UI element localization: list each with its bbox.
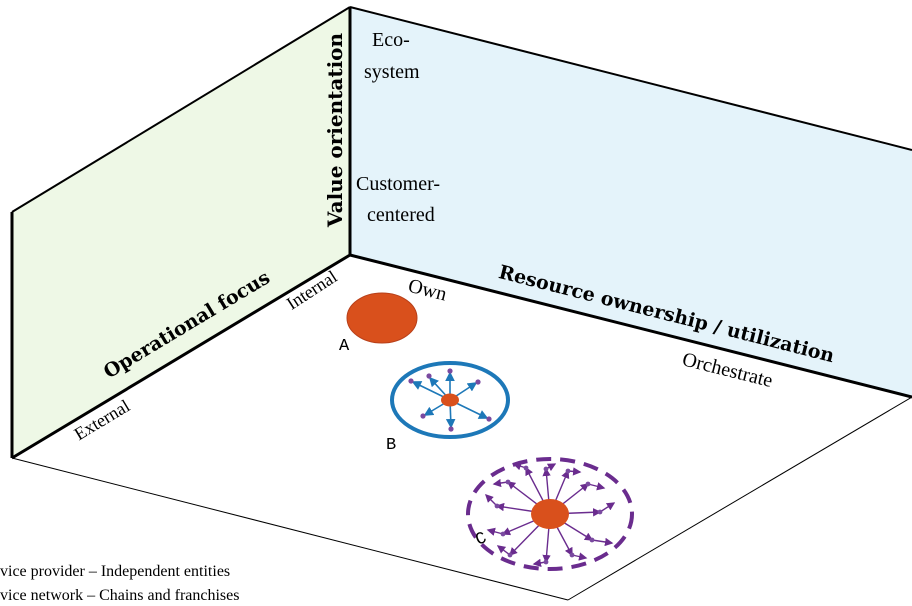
model-c-nodes — [494, 465, 603, 565]
model-c-dashed-ring — [466, 457, 634, 571]
cube-edges — [10, 6, 912, 601]
resource-ownership-axis-line — [349, 253, 912, 399]
operational-focus-axis-line — [11, 253, 351, 460]
ecosystem-label: Eco- system — [364, 29, 420, 83]
model-b-nodes — [408, 368, 492, 432]
model-a-label: A — [339, 337, 350, 356]
model-b-marker: B — [386, 361, 510, 455]
model-b-center — [441, 393, 459, 407]
customer-centered-label: Customer- centered — [356, 173, 445, 226]
model-b-label: B — [386, 436, 396, 455]
legend-item-service-provider: vice provider – Independent entities — [0, 563, 230, 580]
model-c-center — [531, 499, 569, 529]
left-wall-top-edge — [11, 6, 351, 213]
legend-item-service-network: vice network – Chains and franchises — [0, 587, 239, 604]
value-orientation-axis-title: Value orientation — [323, 32, 347, 228]
floor-front-edge — [11, 457, 569, 601]
back-wall-top-edge — [349, 6, 912, 151]
model-c-label: C — [473, 529, 490, 550]
back-wall — [350, 7, 912, 397]
left-wall — [12, 7, 350, 458]
model-a-marker: A — [339, 292, 418, 356]
model-a-blob — [346, 292, 418, 344]
model-b-ring — [390, 361, 510, 439]
floor-right-edge — [567, 396, 912, 601]
model-c-marker: C — [466, 457, 634, 571]
